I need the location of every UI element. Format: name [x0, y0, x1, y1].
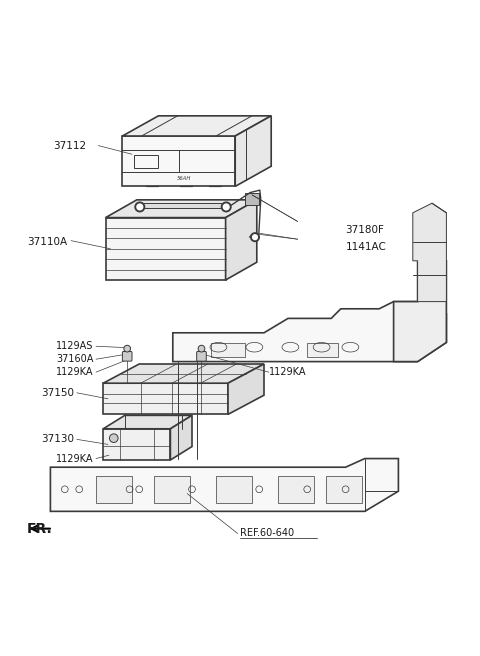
- Text: 37130: 37130: [41, 434, 74, 444]
- Polygon shape: [216, 476, 252, 503]
- Polygon shape: [307, 343, 338, 357]
- Text: 37180F: 37180F: [346, 224, 384, 235]
- Polygon shape: [103, 364, 264, 383]
- Text: 37160A: 37160A: [56, 354, 94, 364]
- Polygon shape: [235, 116, 271, 186]
- Text: 37112: 37112: [53, 140, 86, 151]
- Polygon shape: [103, 383, 228, 415]
- Text: 1129KA: 1129KA: [56, 453, 94, 464]
- Text: REF.60-640: REF.60-640: [240, 529, 294, 539]
- Text: 1129KA: 1129KA: [269, 367, 306, 377]
- Circle shape: [198, 345, 205, 352]
- Circle shape: [124, 345, 131, 352]
- Polygon shape: [211, 343, 245, 357]
- Polygon shape: [245, 193, 259, 205]
- Circle shape: [252, 235, 257, 239]
- Text: 56AH: 56AH: [177, 176, 192, 180]
- Polygon shape: [228, 364, 264, 415]
- Circle shape: [223, 204, 229, 210]
- FancyBboxPatch shape: [197, 352, 206, 361]
- Circle shape: [251, 233, 259, 241]
- Polygon shape: [173, 302, 446, 361]
- Polygon shape: [278, 476, 314, 503]
- Text: 37110A: 37110A: [27, 237, 67, 247]
- Text: FR.: FR.: [26, 522, 52, 536]
- Circle shape: [137, 204, 143, 210]
- Text: 37150: 37150: [41, 388, 74, 398]
- Polygon shape: [50, 459, 398, 512]
- Polygon shape: [122, 116, 271, 136]
- Text: 1129AS: 1129AS: [56, 341, 94, 351]
- Polygon shape: [170, 415, 192, 460]
- Polygon shape: [106, 200, 257, 218]
- Polygon shape: [394, 261, 446, 361]
- Polygon shape: [103, 415, 192, 429]
- Circle shape: [109, 434, 118, 443]
- Polygon shape: [154, 476, 190, 503]
- Polygon shape: [106, 218, 226, 280]
- Text: 1141AC: 1141AC: [346, 242, 386, 253]
- Polygon shape: [96, 476, 132, 503]
- Polygon shape: [413, 203, 446, 302]
- Text: 1129KA: 1129KA: [56, 367, 94, 377]
- Polygon shape: [226, 200, 257, 280]
- Circle shape: [221, 202, 231, 212]
- Polygon shape: [103, 429, 170, 460]
- Circle shape: [135, 202, 144, 212]
- Polygon shape: [137, 203, 228, 208]
- Polygon shape: [326, 476, 362, 503]
- FancyBboxPatch shape: [122, 352, 132, 361]
- Polygon shape: [122, 136, 235, 186]
